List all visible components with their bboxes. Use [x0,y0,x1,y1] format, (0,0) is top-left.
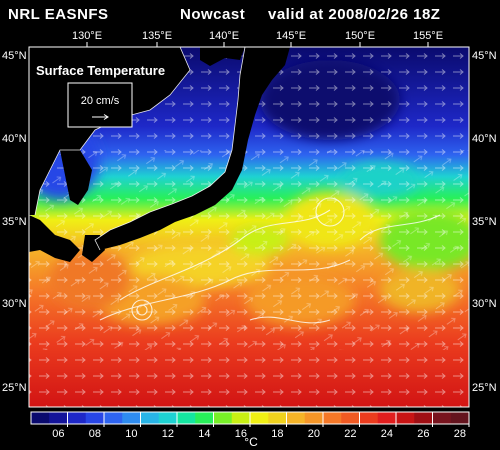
colorbar-swatch [49,412,68,424]
colorbar-swatch [122,412,141,424]
lon-label-130: 130°E [72,30,102,42]
colorbar-swatch [396,412,415,424]
colorbar-swatch [140,412,160,424]
colorbar-swatch [231,412,251,424]
colorbar-swatch [432,412,452,424]
colorbar-swatch [177,412,196,424]
colorbar-swatch [341,412,360,424]
colorbar-swatch [31,412,50,424]
colorbar-tick-label: 24 [381,428,393,440]
colorbar-swatch [104,412,123,424]
colorbar-swatch [304,412,324,424]
colorbar: 06 08 10 12 14 16 18 20 22 24 26 28 [30,411,470,440]
lat-label-right-45: 45°N [472,50,497,62]
colorbar-tick-label: 12 [162,428,174,440]
header-product: Nowcast [180,6,246,23]
lat-label-left-45: 45°N [2,50,27,62]
lat-label-left-35: 35°N [2,216,27,228]
lat-label-right-35: 35°N [472,216,497,228]
colorbar-tick-label: 08 [89,428,101,440]
lat-label-right-25: 25°N [472,382,497,394]
colorbar-tick-label: 16 [235,428,247,440]
colorbar-swatch [250,412,269,424]
header-model: NRL EASNFS [8,6,109,23]
colorbar-tick-label: 26 [417,428,429,440]
colorbar-swatch [67,412,87,424]
colorbar-swatch [286,412,306,424]
lon-label-135: 135°E [142,30,172,42]
lon-label-145: 145°E [276,30,306,42]
colorbar-swatch [195,412,214,424]
field-title: Surface Temperature [36,63,165,78]
vector-scale-label: 20 cm/s [81,95,120,107]
lon-ticks [86,42,429,47]
colorbar-tick-label: 22 [344,428,356,440]
colorbar-swatch [85,412,105,424]
colorbar-swatch [213,412,233,424]
vector-scale-box: 20 cm/s [67,82,133,128]
colorbar-swatch [268,412,287,424]
colorbar-swatch [323,412,342,424]
colorbar-unit: °C [244,435,258,449]
colorbar-swatch [359,412,379,424]
colorbar-swatch [158,412,178,424]
colorbar-tick-label: 10 [125,428,137,440]
lat-label-right-30: 30°N [472,298,497,310]
colorbar-tick-label: 28 [454,428,466,440]
scale-arrow-icon [92,114,109,120]
lon-label-140: 140°E [209,30,239,42]
colorbar-tick-label: 20 [308,428,320,440]
colorbar-swatch [414,412,433,424]
colorbar-tick-label: 14 [198,428,210,440]
lat-label-left-30: 30°N [2,298,27,310]
lon-label-155: 155°E [413,30,443,42]
header-valid-time: valid at 2008/02/26 18Z [268,6,441,23]
lat-label-left-25: 25°N [2,382,27,394]
lon-label-150: 150°E [345,30,375,42]
map-frame [28,46,470,408]
lat-label-left-40: 40°N [2,133,27,145]
colorbar-tick-label: 18 [271,428,283,440]
colorbar-swatch [450,412,470,424]
colorbar-tick-label: 06 [52,428,64,440]
lat-label-right-40: 40°N [472,133,497,145]
colorbar-swatch [377,412,397,424]
